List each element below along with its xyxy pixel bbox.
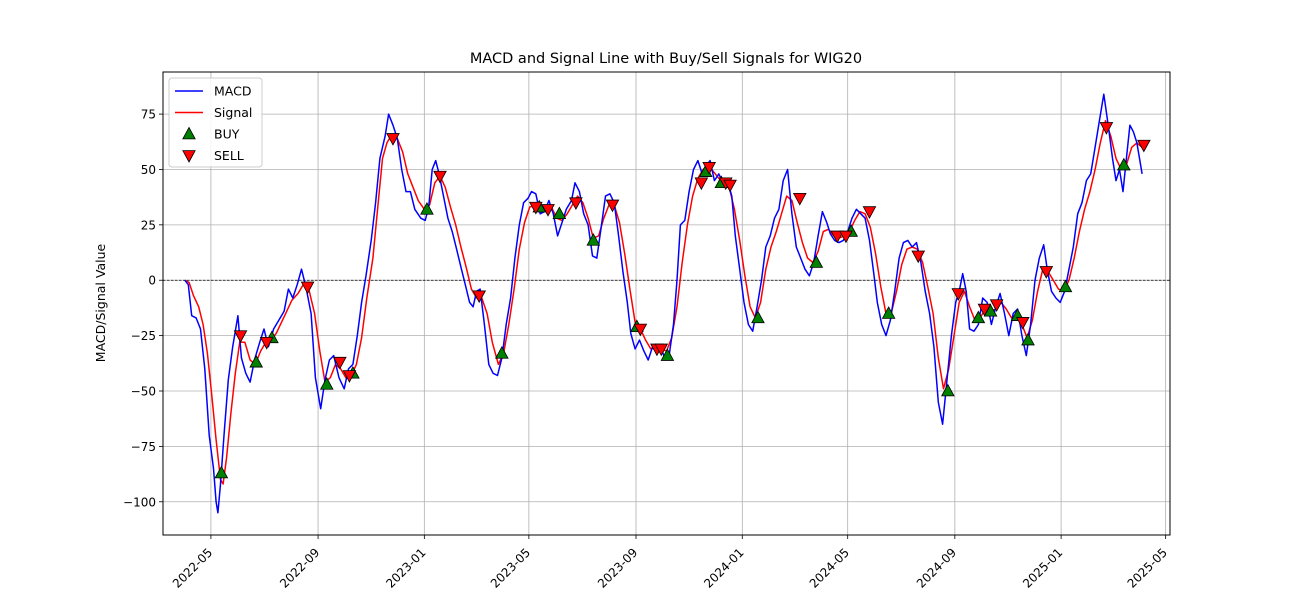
sell-marker xyxy=(233,330,248,343)
y-tick-label: −75 xyxy=(131,440,156,454)
buy-marker xyxy=(971,310,986,324)
grid xyxy=(163,72,1170,535)
buy-marker xyxy=(1116,157,1131,171)
sell-marker xyxy=(792,192,807,206)
chart-title: MACD and Signal Line with Buy/Sell Signa… xyxy=(470,51,862,67)
legend-label-buy: BUY xyxy=(214,127,240,142)
sell-marker xyxy=(862,206,877,219)
sell-marker xyxy=(839,230,853,244)
legend-label-signal: Signal xyxy=(214,105,252,120)
sell-marker xyxy=(300,281,315,295)
y-axis: −100 −75 −50 −25 0 25 50 75 xyxy=(123,108,163,509)
legend: MACD Signal BUY SELL xyxy=(168,77,263,168)
legend-swatch-buy xyxy=(182,126,196,140)
sell-marker xyxy=(1015,317,1030,330)
legend-box xyxy=(168,77,263,168)
sell-marker xyxy=(332,356,347,370)
x-tick-label: 2022-09 xyxy=(277,545,322,590)
sell-marker xyxy=(259,336,274,350)
sell-marker xyxy=(654,343,669,357)
x-tick-label: 2023-05 xyxy=(488,545,533,590)
sell-marker xyxy=(433,170,447,184)
signal-markers xyxy=(214,122,1151,479)
x-tick-label: 2025-01 xyxy=(1020,545,1065,590)
y-tick-label: 75 xyxy=(141,108,156,122)
sell-marker xyxy=(989,299,1004,312)
buy-marker xyxy=(319,377,334,390)
buy-marker xyxy=(881,306,896,319)
buy-marker xyxy=(586,233,601,246)
y-tick-label: −50 xyxy=(131,385,156,399)
buy-marker xyxy=(809,255,824,268)
sell-marker xyxy=(1099,122,1114,135)
sell-marker xyxy=(569,197,583,211)
sell-marker xyxy=(605,199,620,213)
legend-swatch-sell xyxy=(182,150,196,163)
sell-marker xyxy=(830,230,845,244)
sell-marker xyxy=(528,201,543,215)
y-tick-label: 25 xyxy=(141,218,156,232)
buy-marker xyxy=(420,202,434,215)
sell-marker xyxy=(472,290,487,304)
buy-marker xyxy=(1058,279,1073,293)
buy-marker xyxy=(552,206,567,220)
sell-marker xyxy=(702,161,717,175)
sell-marker xyxy=(1039,266,1054,279)
sell-marker xyxy=(977,303,992,317)
sell-marker xyxy=(951,288,966,301)
buy-marker xyxy=(1021,332,1035,346)
x-tick-label: 2022-05 xyxy=(170,545,215,590)
sell-marker xyxy=(911,250,926,264)
x-axis: 2022-05 2022-09 2023-01 2023-05 2023-09 2024-… xyxy=(170,535,1170,591)
y-tick-label: −100 xyxy=(123,495,156,509)
plot-frame xyxy=(162,71,1171,536)
buy-marker xyxy=(941,383,955,397)
sell-marker xyxy=(342,370,357,383)
buy-marker xyxy=(751,310,765,324)
sell-marker xyxy=(633,323,648,337)
legend-label-sell: SELL xyxy=(214,148,244,163)
x-tick-label: 2025-05 xyxy=(1125,545,1170,590)
sell-marker xyxy=(1137,139,1151,153)
x-tick-label: 2024-05 xyxy=(807,545,852,590)
sell-marker xyxy=(723,179,737,193)
y-tick-label: −25 xyxy=(131,329,156,343)
buy-marker xyxy=(495,346,509,359)
x-tick-label: 2024-01 xyxy=(701,545,746,590)
sell-marker xyxy=(541,204,555,217)
buy-marker xyxy=(660,348,675,361)
x-tick-label: 2024-09 xyxy=(914,545,959,590)
buy-marker xyxy=(214,465,229,479)
legend-label-macd: MACD xyxy=(214,84,251,99)
y-tick-label: 0 xyxy=(148,274,156,288)
y-tick-label: 50 xyxy=(141,163,156,177)
x-tick-label: 2023-01 xyxy=(383,545,428,590)
sell-marker xyxy=(386,133,400,146)
sell-marker xyxy=(694,177,709,191)
buy-marker xyxy=(249,354,264,368)
x-tick-label: 2023-09 xyxy=(595,545,640,590)
y-axis-label: MACD/Signal Value xyxy=(93,244,108,363)
